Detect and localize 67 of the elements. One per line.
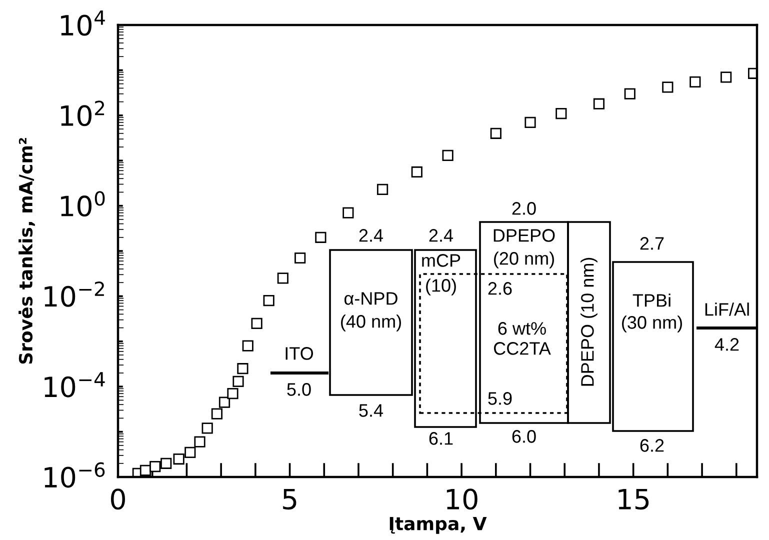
annotation: (10) (426, 278, 456, 296)
point (227, 388, 238, 400)
point (376, 184, 388, 196)
annotation: (40 nm) (341, 314, 401, 332)
y-tick-label: 10$^{0}$ (61, 191, 105, 217)
point (442, 150, 454, 162)
point (490, 128, 502, 139)
point (242, 340, 254, 352)
point (150, 461, 161, 472)
point (237, 363, 248, 374)
x-tick-label: 10 (446, 488, 478, 510)
point (202, 422, 213, 434)
annotation: DPEPO (10 nm) (580, 258, 598, 386)
annotation: α-NPD (344, 292, 398, 305)
annotation: 5.0 (287, 383, 311, 396)
annotation: 2.6 (488, 282, 512, 295)
annotation: 2.7 (640, 237, 664, 250)
annotation: 5.9 (488, 392, 512, 405)
x-tick-label: 0 (110, 488, 125, 510)
point (342, 207, 354, 218)
annotation: (20 nm) (494, 252, 554, 268)
point (315, 232, 326, 243)
point (232, 376, 244, 388)
point (263, 295, 274, 306)
x-axis-title: Įtampa, V (390, 516, 487, 534)
annotation: DPEPO (494, 229, 555, 242)
point (624, 88, 636, 100)
point (184, 446, 196, 458)
point (173, 453, 184, 465)
annotation: 6.2 (640, 439, 664, 452)
annotation: 4.2 (714, 338, 739, 351)
point (720, 72, 732, 83)
point (160, 458, 172, 469)
point (140, 464, 152, 476)
point (662, 82, 674, 93)
point (277, 272, 288, 284)
point (690, 76, 701, 88)
point (251, 318, 262, 329)
y-tick-label: 10$^{−4}$ (44, 372, 105, 398)
annotation: (30 nm) (622, 316, 682, 332)
point (524, 116, 536, 128)
point (556, 108, 567, 120)
annotation: 2.4 (359, 229, 384, 242)
y-tick-label: 10$^{−2}$ (44, 281, 104, 307)
annotation: 6.0 (512, 430, 536, 443)
x-tick-label: 15 (618, 488, 649, 510)
point (218, 396, 230, 408)
annotation: 2.0 (512, 202, 536, 215)
annotation: ITO (286, 347, 314, 360)
point (294, 252, 306, 264)
annotation: 6 wt% (498, 322, 546, 335)
point (411, 166, 422, 178)
y-tick-label: 10$^{−6}$ (44, 462, 105, 488)
point (194, 436, 206, 448)
y-tick-label: 10$^{2}$ (61, 100, 104, 126)
annotation: mCP (422, 254, 460, 267)
annotation: CC2TA (494, 342, 551, 355)
annotation: LiF/Al (705, 302, 749, 316)
point (593, 98, 605, 110)
y-axis-title: Srovės tankis, mA/cm² (18, 138, 35, 364)
point (211, 408, 222, 420)
annotation: TPBi (632, 294, 670, 307)
annotation: 2.4 (429, 229, 454, 242)
x-tick-label: 5 (283, 488, 296, 510)
annotation: 6.1 (429, 432, 453, 445)
annotation: 5.4 (359, 404, 384, 417)
y-tick-label: 10$^{4}$ (61, 10, 105, 36)
